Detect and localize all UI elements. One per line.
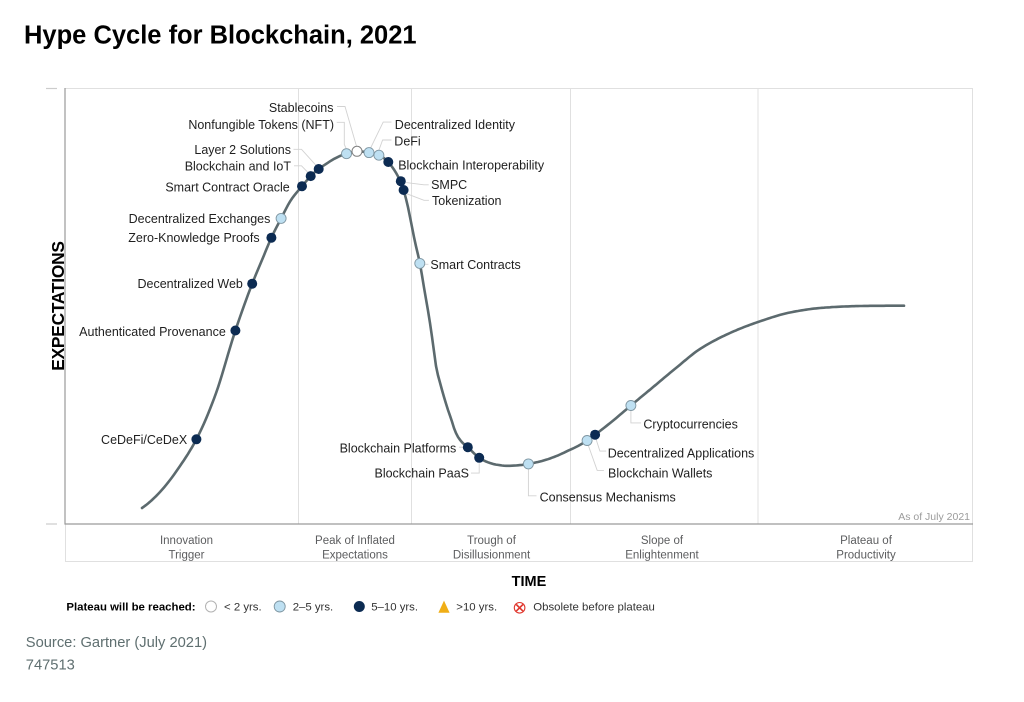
svg-text:Blockchain Platforms: Blockchain Platforms xyxy=(340,441,457,455)
svg-text:Obsolete before plateau: Obsolete before plateau xyxy=(533,602,655,614)
svg-text:Authenticated Provenance: Authenticated Provenance xyxy=(79,325,226,339)
svg-text:Trigger: Trigger xyxy=(169,550,205,562)
svg-text:TIME: TIME xyxy=(512,574,547,590)
svg-text:Stablecoins: Stablecoins xyxy=(269,101,334,115)
svg-text:Smart Contracts: Smart Contracts xyxy=(430,258,520,272)
svg-text:As of July 2021: As of July 2021 xyxy=(898,511,970,523)
svg-text:Peak of Inflated: Peak of Inflated xyxy=(315,535,395,547)
svg-text:Tokenization: Tokenization xyxy=(432,194,502,208)
svg-text:Trough of: Trough of xyxy=(467,535,517,547)
svg-text:Blockchain PaaS: Blockchain PaaS xyxy=(374,467,469,481)
svg-text:EXPECTATIONS: EXPECTATIONS xyxy=(48,241,68,370)
svg-text:2–5 yrs.: 2–5 yrs. xyxy=(293,602,334,614)
svg-text:5–10 yrs.: 5–10 yrs. xyxy=(371,602,418,614)
svg-text:SMPC: SMPC xyxy=(431,178,467,192)
svg-text:Innovation: Innovation xyxy=(160,535,213,547)
svg-text:Blockchain Wallets: Blockchain Wallets xyxy=(608,467,712,481)
svg-text:Zero-Knowledge Proofs: Zero-Knowledge Proofs xyxy=(128,231,259,245)
svg-text:Enlightenment: Enlightenment xyxy=(625,550,699,562)
svg-text:< 2 yrs.: < 2 yrs. xyxy=(224,602,262,614)
svg-text:Decentralized Identity: Decentralized Identity xyxy=(395,118,516,132)
svg-text:Smart Contract Oracle: Smart Contract Oracle xyxy=(165,180,289,194)
svg-text:Hype Cycle for Blockchain, 202: Hype Cycle for Blockchain, 2021 xyxy=(24,22,417,50)
svg-text:DeFi: DeFi xyxy=(394,135,420,149)
svg-text:CeDeFi/CeDeX: CeDeFi/CeDeX xyxy=(101,433,188,447)
svg-text:>10 yrs.: >10 yrs. xyxy=(456,602,497,614)
svg-text:Decentralized Applications: Decentralized Applications xyxy=(608,447,755,461)
svg-text:Decentralized Exchanges: Decentralized Exchanges xyxy=(129,212,271,226)
svg-text:Slope of: Slope of xyxy=(641,535,684,547)
svg-text:Source: Gartner (July 2021): Source: Gartner (July 2021) xyxy=(26,635,207,651)
svg-text:Cryptocurrencies: Cryptocurrencies xyxy=(643,418,737,432)
svg-text:Plateau will be reached:: Plateau will be reached: xyxy=(66,602,195,614)
svg-text:Nonfungible Tokens (NFT): Nonfungible Tokens (NFT) xyxy=(188,118,334,132)
svg-text:Decentralized Web: Decentralized Web xyxy=(138,277,243,291)
svg-text:Productivity: Productivity xyxy=(836,550,896,562)
svg-text:Plateau of: Plateau of xyxy=(840,535,893,547)
svg-text:Expectations: Expectations xyxy=(322,550,388,562)
svg-text:747513: 747513 xyxy=(26,658,75,674)
svg-text:Blockchain Interoperability: Blockchain Interoperability xyxy=(398,158,545,172)
svg-text:Consensus Mechanisms: Consensus Mechanisms xyxy=(540,491,676,505)
svg-text:Blockchain and IoT: Blockchain and IoT xyxy=(185,159,292,173)
svg-text:Disillusionment: Disillusionment xyxy=(453,550,531,562)
svg-text:Layer 2 Solutions: Layer 2 Solutions xyxy=(194,143,291,157)
